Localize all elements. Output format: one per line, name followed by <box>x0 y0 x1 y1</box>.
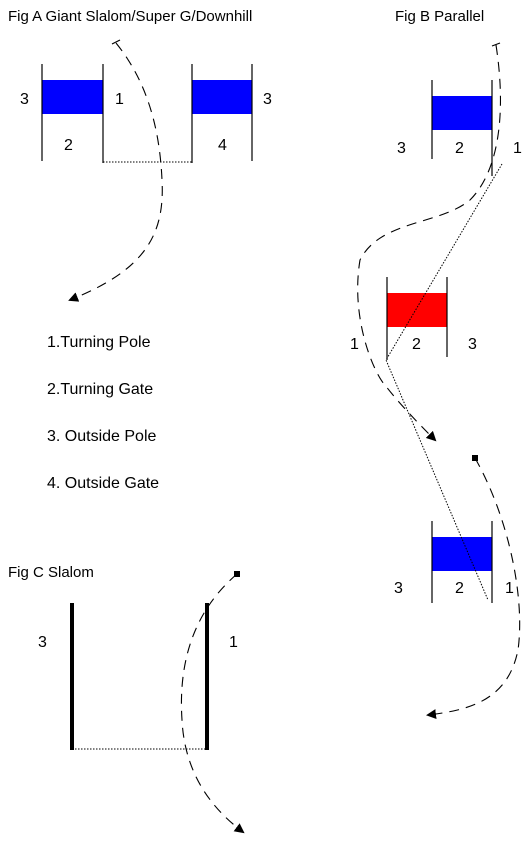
fig-c: Fig C Slalom 3 1 <box>8 564 245 834</box>
fig-a: Fig A Giant Slalom/Super G/Downhill 3 1 … <box>8 8 272 302</box>
fig-a-label-turning-gate: 2 <box>64 137 73 154</box>
fig-b-gate2-label-outside-pole: 3 <box>468 336 477 353</box>
fig-b-gate2-label-turning-gate: 2 <box>412 336 421 353</box>
fig-b-gate1-flag <box>432 96 492 130</box>
fig-b-racing-line-upper <box>357 44 502 442</box>
fig-a-label-outside-gate: 4 <box>218 137 227 154</box>
fig-b-gate2-label-turning-pole: 1 <box>350 336 359 353</box>
fig-b-gate1-label-turning-gate: 2 <box>455 140 464 157</box>
fig-a-label-turning-pole: 1 <box>115 91 124 108</box>
fig-b-path-start-tick <box>491 42 501 47</box>
fig-a-path-start-tick <box>111 39 121 45</box>
fig-a-label-outside-pole-right: 3 <box>263 91 272 108</box>
legend-item: 1.Turning Pole <box>47 334 151 351</box>
fig-b-racing-line-lower <box>426 457 521 720</box>
fig-b-gate3-label-turning-gate: 2 <box>455 580 464 597</box>
fig-c-title: Fig C Slalom <box>8 564 94 581</box>
fig-b-gate3-flag <box>432 537 492 571</box>
fig-b-gate2-flag <box>387 293 447 327</box>
legend-item: 3. Outside Pole <box>47 428 157 445</box>
fig-b-title: Fig B Parallel <box>395 8 484 25</box>
fig-c-label-outside-pole: 3 <box>38 634 47 651</box>
fig-a-right-flag <box>192 80 252 114</box>
legend-item: 4. Outside Gate <box>47 475 159 492</box>
fig-b-gate3-label-turning-pole: 1 <box>505 580 514 597</box>
fig-b-gate1-label-outside-pole: 3 <box>397 140 406 157</box>
fig-b-gate3-label-outside-pole: 3 <box>394 580 403 597</box>
fig-a-left-flag <box>42 80 103 114</box>
legend-item: 2.Turning Gate <box>47 381 153 398</box>
fig-a-title: Fig A Giant Slalom/Super G/Downhill <box>8 8 252 25</box>
legend: 1.Turning Pole 2.Turning Gate 3. Outside… <box>47 334 159 492</box>
fig-b-gate1-label-turning-pole: 1 <box>513 140 522 157</box>
fig-a-label-outside-pole-left: 3 <box>20 91 29 108</box>
fig-c-label-turning-pole: 1 <box>229 634 238 651</box>
fig-b-dotted-line <box>385 163 503 601</box>
fig-c-racing-line <box>180 573 245 834</box>
fig-b: Fig B Parallel 3 2 1 1 2 3 3 2 1 <box>350 8 522 720</box>
